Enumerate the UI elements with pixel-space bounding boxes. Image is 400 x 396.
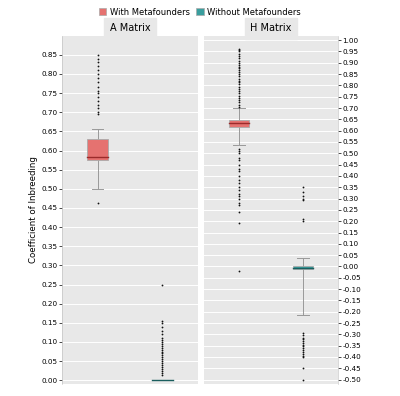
FancyBboxPatch shape (293, 266, 313, 269)
Title: H Matrix: H Matrix (250, 23, 292, 34)
FancyBboxPatch shape (87, 139, 108, 160)
Legend: With Metafounders, Without Metafounders: With Metafounders, Without Metafounders (96, 4, 304, 20)
Y-axis label: Coefficient of Inbreeding: Coefficient of Inbreeding (28, 156, 38, 263)
FancyBboxPatch shape (229, 120, 249, 127)
Title: A Matrix: A Matrix (110, 23, 150, 34)
